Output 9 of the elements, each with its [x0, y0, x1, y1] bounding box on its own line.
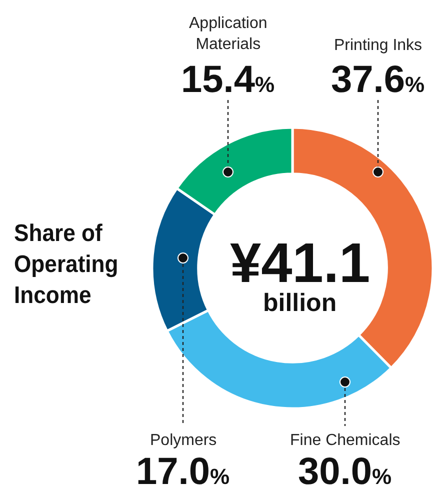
data-label: 30.0% — [298, 451, 392, 489]
slice-label: Fine Chemicals — [290, 432, 400, 449]
data-label: 17.0% — [136, 451, 230, 489]
text: Share of Operating Income — [14, 219, 120, 311]
slice-label: Printing Inks — [334, 37, 422, 54]
slice-label: Polymers — [150, 432, 217, 449]
slice-label: Application Materials — [189, 15, 268, 53]
data-label: 37.6% — [331, 59, 425, 101]
data-label: 15.4% — [181, 59, 275, 101]
